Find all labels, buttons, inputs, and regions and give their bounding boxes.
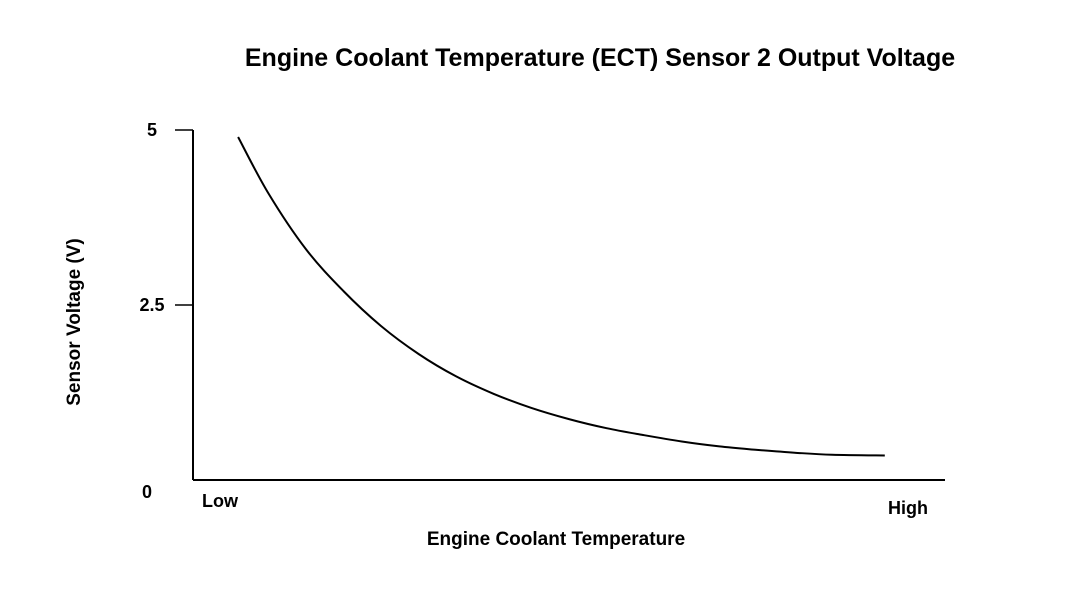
x-tick-label: High bbox=[888, 498, 928, 518]
voltage-curve-line bbox=[237, 136, 885, 457]
y-tick-label: 0 bbox=[142, 482, 152, 502]
y-tick-label: 5 bbox=[147, 120, 157, 140]
chart-title: Engine Coolant Temperature (ECT) Sensor … bbox=[245, 44, 955, 72]
x-axis-label: Engine Coolant Temperature bbox=[427, 529, 685, 550]
y-axis-label: Sensor Voltage (V) bbox=[64, 238, 85, 406]
x-tick-label: Low bbox=[202, 491, 239, 511]
y-axis-ticks: 02.55 bbox=[139, 120, 193, 502]
y-tick-label: 2.5 bbox=[139, 295, 164, 315]
x-axis-ticks: Low High bbox=[202, 491, 928, 518]
